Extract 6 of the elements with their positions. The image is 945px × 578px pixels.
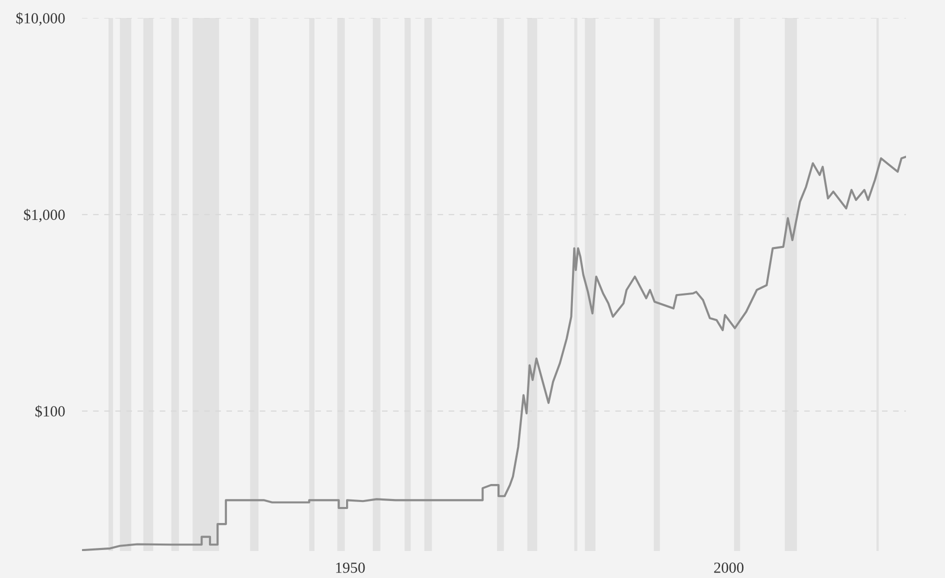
y-tick-label: $10,000: [16, 12, 65, 26]
y-tick-label: $100: [35, 405, 65, 418]
x-tick-label: 1950: [336, 562, 365, 573]
y-tick-label: $1,000: [24, 208, 65, 222]
x-tick-label: 2000: [714, 562, 744, 573]
line-series: [82, 156, 906, 551]
